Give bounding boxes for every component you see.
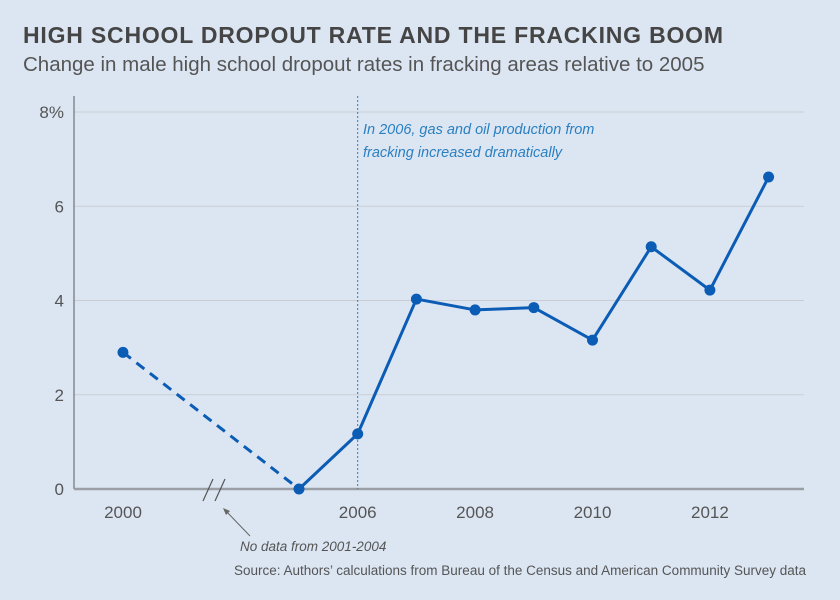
- x-tick-label: 2006: [339, 503, 377, 522]
- axes: [73, 96, 804, 491]
- data-point-2008: [469, 304, 481, 316]
- x-tick-label: 2010: [574, 503, 612, 522]
- data-point-2006: [352, 428, 364, 440]
- y-tick-label: 2: [55, 386, 64, 405]
- data-point-2011: [645, 241, 657, 253]
- chart-title: HIGH SCHOOL DROPOUT RATE AND THE FRACKIN…: [23, 22, 724, 48]
- gridlines: [74, 111, 804, 396]
- event-annotation-line1: In 2006, gas and oil production from: [363, 122, 594, 138]
- line-segment: [297, 432, 360, 491]
- note-arrow-head: [223, 508, 230, 515]
- x-tick-label: 2012: [691, 503, 729, 522]
- line-segment: [473, 306, 536, 312]
- chart-subtitle: Change in male high school dropout rates…: [23, 53, 705, 76]
- break-slash-1: [202, 478, 214, 502]
- note-arrow-line: [224, 509, 251, 537]
- y-tick-label: 0: [55, 480, 64, 499]
- line-segment: [414, 297, 477, 312]
- data-point-2000: [117, 346, 129, 358]
- event-annotation-line2: fracking increased dramatically: [363, 145, 563, 161]
- no-data-note: No data from 2001-2004: [240, 539, 386, 554]
- data-point-2013: [763, 171, 775, 183]
- break-slash-2: [214, 478, 226, 502]
- data-point-2010: [587, 334, 598, 346]
- data-point-2005: [293, 483, 305, 495]
- line-segment: [591, 245, 653, 342]
- y-tick-label: 4: [55, 292, 64, 311]
- line-segment: [532, 306, 594, 342]
- data-point-2009: [528, 302, 540, 314]
- source-note: Source: Authors’ calculations from Burea…: [233, 563, 806, 578]
- data-point-2012: [704, 284, 716, 296]
- y-tick-label: 8%: [39, 103, 64, 122]
- data-series: [117, 171, 775, 495]
- line-segment: [708, 175, 771, 292]
- x-tick-label: 2008: [456, 503, 494, 522]
- dashed-segment: [122, 351, 300, 491]
- x-axis-labels: 2000 2006 2008 2010 2012: [104, 503, 729, 522]
- x-tick-label: 2000: [104, 503, 142, 522]
- line-segment: [356, 297, 418, 436]
- line-segment: [649, 245, 712, 292]
- y-axis-labels: 0 2 4 6 8%: [39, 103, 64, 499]
- axis-break-marker: [202, 478, 251, 537]
- y-tick-label: 6: [55, 197, 64, 216]
- data-point-2007: [410, 293, 422, 305]
